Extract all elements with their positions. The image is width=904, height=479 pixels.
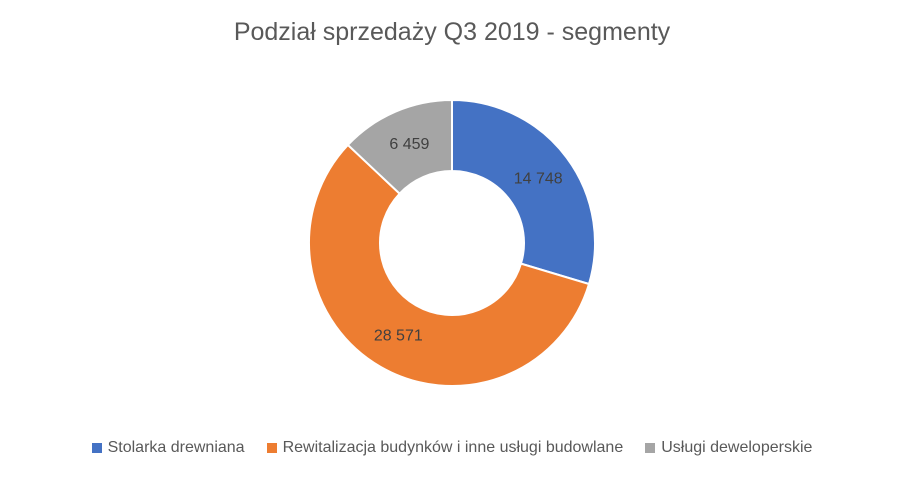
legend-swatch-stolarka [91, 443, 102, 453]
slice-uslugi [346, 98, 453, 196]
legend-label-rewitalizacja: Rewitalizacja budynków i inne usługi bud… [282, 439, 624, 456]
data-label-rewitalizacja: 28 571 [374, 328, 423, 345]
legend-swatch-uslugi [645, 443, 656, 453]
slice-rewitalizacja [308, 143, 591, 387]
legend-label-uslugi: Usługi deweloperskie [661, 439, 813, 456]
legend-swatch-rewitalizacja [266, 443, 277, 453]
legend: Stolarka drewniana Rewitalizacja budynkó… [0, 439, 904, 457]
legend-item-uslugi: Usługi deweloperskie [645, 439, 812, 457]
chart-title: Podział sprzedaży Q3 2019 - segmenty [233, 18, 671, 46]
legend-item-rewitalizacja: Rewitalizacja budynków i inne usługi bud… [266, 439, 624, 457]
legend-item-stolarka: Stolarka drewniana [91, 439, 245, 457]
data-label-stolarka: 14 748 [514, 170, 563, 187]
data-label-uslugi: 6 459 [389, 136, 429, 153]
slice-stolarka [451, 98, 596, 286]
legend-label-stolarka: Stolarka drewniana [107, 439, 245, 456]
